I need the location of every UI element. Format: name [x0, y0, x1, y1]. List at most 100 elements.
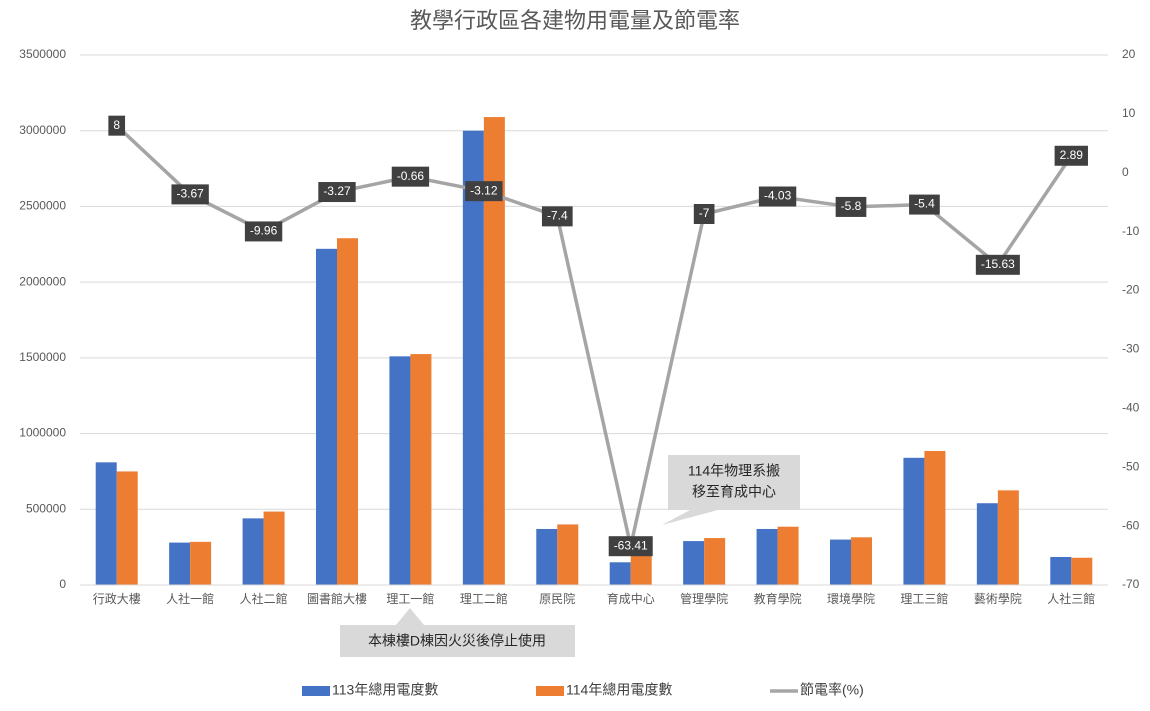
data-label-group: -3.27	[318, 182, 356, 203]
bar	[536, 528, 558, 585]
data-label-box	[1054, 145, 1088, 166]
y-tick-label: 2000000	[19, 274, 66, 288]
x-tick-label: 教育學院	[754, 591, 802, 606]
bar	[997, 490, 1019, 585]
bar	[630, 547, 652, 585]
data-label-group: -7	[693, 204, 715, 224]
annotation-text: 移至育成中心	[692, 484, 776, 500]
bar	[462, 130, 484, 585]
bar	[976, 503, 998, 585]
x-tick-label: 圖書館大樓	[307, 591, 367, 606]
y2-tick-label: 10	[1122, 106, 1136, 120]
data-label-box	[693, 204, 715, 224]
bar	[903, 457, 925, 585]
y2-tick-label: -40	[1122, 401, 1140, 415]
bar	[830, 539, 851, 585]
y-tick-label: 0	[59, 577, 66, 591]
data-label-group: -3.12	[465, 181, 503, 202]
x-tick-label: 環境學院	[827, 591, 875, 606]
y2-tick-label: -50	[1122, 459, 1140, 473]
legend-label: 113年總用電度數	[332, 682, 438, 698]
bar	[116, 471, 138, 585]
bar	[316, 248, 337, 586]
x-tick-label: 藝術學院	[974, 592, 1022, 606]
x-tick-label: 理工三館	[900, 591, 948, 606]
data-label: -15.63	[981, 257, 1015, 271]
data-label-group: -15.63	[975, 254, 1020, 275]
data-label: -3.12	[470, 183, 498, 197]
y2-tick-label: 20	[1122, 47, 1136, 61]
y2-tick-label: -60	[1122, 518, 1140, 532]
x-tick-label: 理工二館	[460, 591, 508, 606]
y-tick-label: 1500000	[19, 350, 66, 364]
data-label: -63.41	[614, 538, 648, 552]
data-label-box	[391, 166, 430, 187]
data-label-box	[244, 221, 283, 242]
y2-tick-label: -10	[1122, 224, 1140, 238]
y-tick-label: 2500000	[19, 199, 66, 213]
bar	[190, 541, 212, 585]
data-label: -5.8	[841, 199, 862, 213]
x-tick-label: 人社一館	[166, 591, 214, 606]
bar	[924, 450, 946, 585]
bar	[483, 117, 505, 585]
data-label: -5.4	[914, 197, 935, 211]
y-tick-label: 1000000	[19, 426, 66, 440]
data-label-group: -4.03	[758, 186, 797, 207]
annotation-box	[340, 608, 575, 657]
data-label-group: -63.41	[608, 536, 653, 557]
data-label-box	[318, 182, 356, 203]
bar	[851, 537, 872, 585]
annotation-box	[662, 455, 800, 525]
data-label: -3.67	[176, 187, 204, 201]
data-label-box	[758, 186, 797, 207]
bar	[389, 356, 411, 585]
bar	[777, 526, 799, 585]
data-label: 8	[113, 118, 120, 132]
x-tick-label: 人社二館	[240, 591, 288, 606]
data-label: -4.03	[764, 189, 792, 203]
data-label: -7.4	[547, 209, 568, 223]
data-label-group: -5.4	[909, 194, 940, 215]
legend-swatch	[302, 686, 330, 696]
y2-tick-label: -70	[1122, 577, 1140, 591]
data-label-group: 2.89	[1054, 145, 1088, 166]
data-label-box	[975, 254, 1020, 275]
bar	[1050, 556, 1072, 585]
data-label-group: -0.66	[391, 166, 430, 187]
bar	[704, 538, 726, 585]
chart-title: 教學行政區各建物用電量及節電率	[410, 9, 740, 34]
y2-tick-label: 0	[1122, 165, 1129, 179]
x-tick-label: 行政大樓	[93, 591, 141, 606]
data-label-box	[171, 184, 209, 205]
bar	[410, 354, 432, 585]
x-tick-label: 理工一館	[386, 591, 434, 606]
data-label: 2.89	[1060, 148, 1084, 162]
annotation: 本棟樓D棟因火災後停止使用	[340, 608, 575, 657]
y2-tick-label: -30	[1122, 342, 1140, 356]
x-tick-label: 育成中心	[607, 591, 655, 606]
data-label: -3.27	[323, 184, 351, 198]
y-tick-label: 500000	[26, 501, 66, 515]
bar	[95, 462, 117, 585]
data-label: -0.66	[397, 169, 425, 183]
legend-label: 節電率(%)	[800, 682, 864, 698]
bar	[557, 524, 579, 585]
annotation-text: 114年物理系搬	[688, 463, 780, 479]
data-label-group: -5.8	[835, 196, 867, 217]
data-label-box	[909, 194, 940, 215]
data-label: -7	[699, 206, 710, 220]
legend-swatch	[536, 686, 564, 696]
legend-label: 114年總用電度數	[566, 682, 672, 698]
bar	[169, 542, 191, 585]
data-label-box	[608, 536, 653, 557]
data-label-box	[465, 181, 503, 202]
y2-tick-label: -20	[1122, 283, 1140, 297]
data-label-box	[835, 196, 867, 217]
data-label: -9.96	[250, 224, 278, 238]
bar	[242, 518, 264, 585]
data-label-group: -9.96	[244, 221, 283, 242]
data-label-group: -3.67	[171, 184, 209, 205]
